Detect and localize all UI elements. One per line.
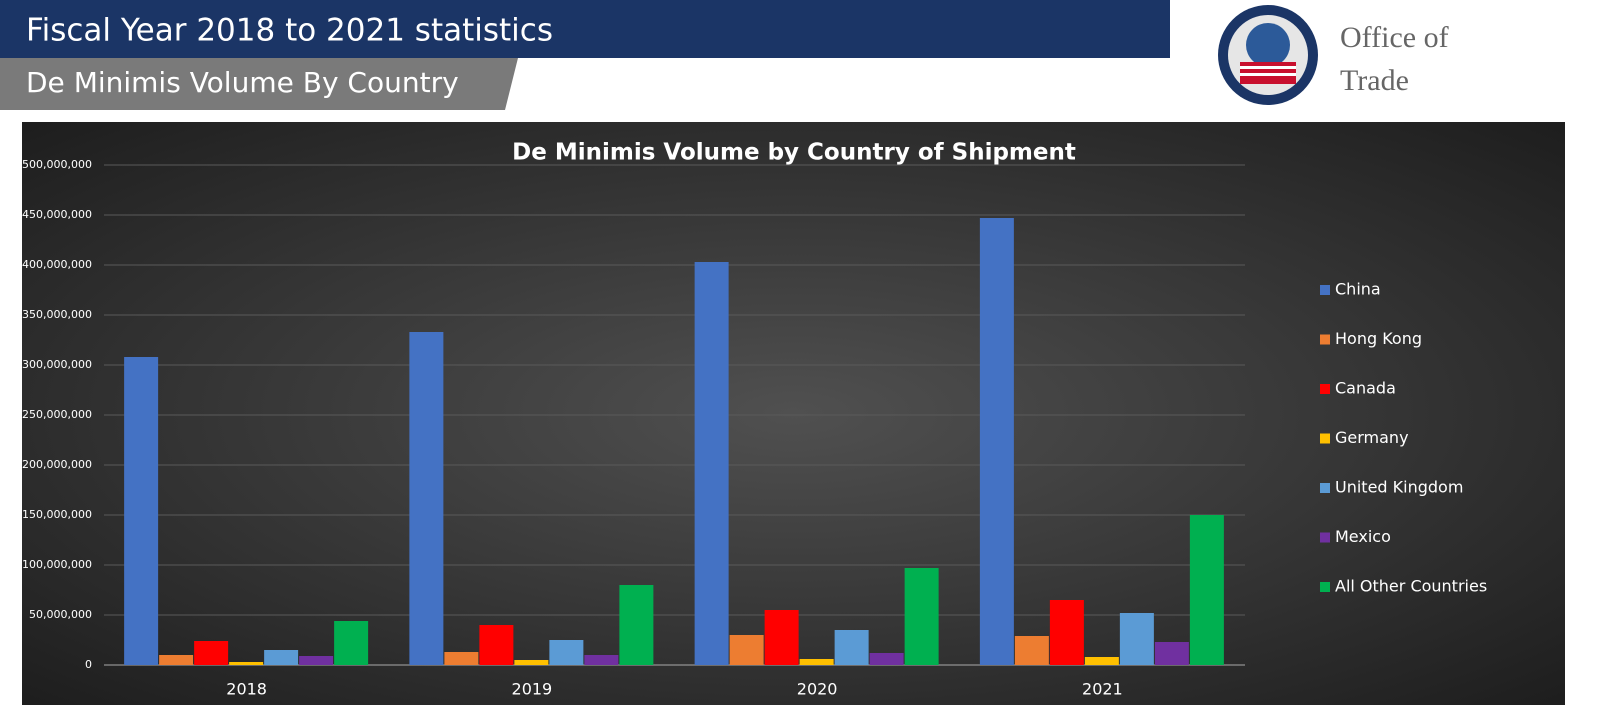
bar bbox=[549, 640, 584, 665]
x-tick-label: 2018 bbox=[226, 680, 267, 699]
y-tick-label: 0 bbox=[85, 658, 92, 671]
bar bbox=[1049, 600, 1084, 665]
y-tick-label: 450,000,000 bbox=[22, 208, 92, 221]
bar bbox=[514, 660, 549, 665]
y-tick-label: 150,000,000 bbox=[22, 508, 92, 521]
y-tick-label: 200,000,000 bbox=[22, 458, 92, 471]
y-tick-label: 350,000,000 bbox=[22, 308, 92, 321]
bar bbox=[799, 659, 834, 665]
bar bbox=[124, 357, 159, 665]
legend-label: Canada bbox=[1335, 379, 1396, 398]
bar bbox=[409, 332, 444, 665]
bar bbox=[229, 662, 264, 665]
legend-label: Mexico bbox=[1335, 527, 1391, 546]
bar bbox=[729, 635, 764, 665]
bar bbox=[904, 568, 939, 665]
chart-title: De Minimis Volume by Country of Shipment bbox=[512, 140, 1076, 166]
chart-panel bbox=[22, 122, 1565, 705]
bar bbox=[834, 630, 869, 665]
y-tick-label: 400,000,000 bbox=[22, 258, 92, 271]
legend-label: United Kingdom bbox=[1335, 478, 1463, 497]
bar bbox=[299, 656, 334, 665]
legend-label: Germany bbox=[1335, 428, 1409, 447]
y-tick-label: 100,000,000 bbox=[22, 558, 92, 571]
legend-swatch bbox=[1320, 532, 1330, 543]
legend-label: All Other Countries bbox=[1335, 577, 1487, 596]
bar bbox=[444, 652, 479, 665]
x-tick-label: 2020 bbox=[797, 680, 838, 699]
title-bar bbox=[0, 0, 1170, 58]
bar bbox=[159, 655, 194, 665]
bar bbox=[1084, 657, 1119, 665]
bar bbox=[764, 610, 799, 665]
x-tick-label: 2021 bbox=[1082, 680, 1123, 699]
slide-title: Fiscal Year 2018 to 2021 statistics bbox=[26, 13, 553, 49]
bar bbox=[264, 650, 299, 665]
legend-swatch bbox=[1320, 433, 1330, 444]
legend-label: Hong Kong bbox=[1335, 329, 1422, 348]
legend-swatch bbox=[1320, 582, 1330, 592]
y-tick-label: 250,000,000 bbox=[22, 408, 92, 421]
bar bbox=[584, 655, 619, 665]
bar bbox=[1119, 613, 1154, 665]
bar bbox=[979, 218, 1014, 665]
bar bbox=[1154, 642, 1189, 665]
logo bbox=[1218, 5, 1318, 105]
bar bbox=[1189, 515, 1224, 665]
bar bbox=[334, 621, 369, 665]
slide-subtitle: De Minimis Volume By Country bbox=[26, 66, 459, 99]
subtitle-bar bbox=[0, 58, 518, 110]
bar bbox=[1014, 636, 1049, 665]
legend-swatch bbox=[1320, 334, 1330, 345]
y-tick-label: 50,000,000 bbox=[29, 608, 92, 621]
bar bbox=[619, 585, 654, 665]
legend-swatch bbox=[1320, 384, 1330, 394]
office-text: Trade bbox=[1340, 64, 1409, 97]
legend-label: China bbox=[1335, 280, 1381, 299]
bar bbox=[694, 262, 729, 665]
bar bbox=[194, 641, 229, 665]
x-tick-label: 2019 bbox=[512, 680, 553, 699]
legend-swatch bbox=[1320, 285, 1330, 295]
bar bbox=[869, 653, 904, 665]
bar bbox=[479, 625, 514, 665]
legend-swatch bbox=[1320, 483, 1330, 493]
y-tick-label: 500,000,000 bbox=[22, 158, 92, 171]
office-text: Office of bbox=[1340, 21, 1449, 54]
y-tick-label: 300,000,000 bbox=[22, 358, 92, 371]
